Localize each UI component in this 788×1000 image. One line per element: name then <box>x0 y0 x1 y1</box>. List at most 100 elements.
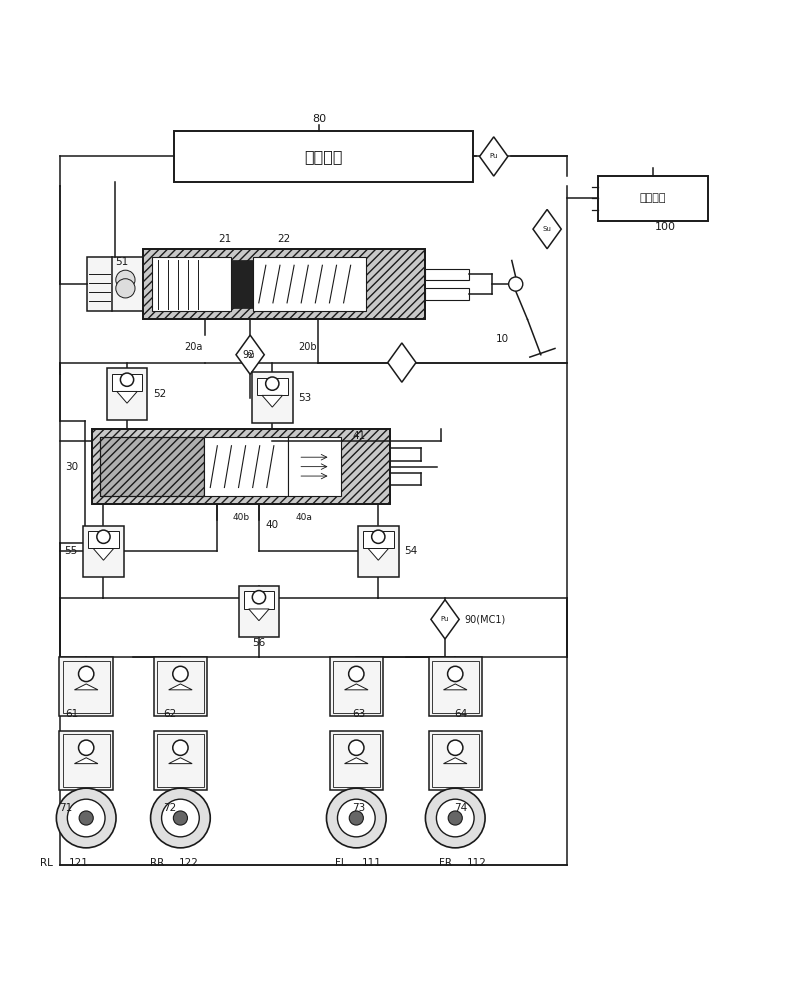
Text: 55: 55 <box>65 546 77 556</box>
Text: Pu: Pu <box>489 153 498 159</box>
Bar <box>154 657 207 716</box>
Bar <box>598 176 708 221</box>
Bar <box>87 257 143 311</box>
Bar <box>99 437 204 496</box>
Circle shape <box>448 666 463 682</box>
Bar <box>204 437 288 496</box>
Text: 22: 22 <box>277 234 291 244</box>
Bar <box>143 249 426 319</box>
Polygon shape <box>74 684 98 690</box>
Bar <box>232 260 252 308</box>
Circle shape <box>349 811 363 825</box>
Bar <box>426 269 469 280</box>
Text: 72: 72 <box>164 803 177 813</box>
Polygon shape <box>117 391 137 403</box>
Bar <box>429 731 482 790</box>
Polygon shape <box>93 548 113 560</box>
Text: 53: 53 <box>298 393 311 403</box>
Bar <box>154 731 207 790</box>
Text: 111: 111 <box>362 858 382 868</box>
Text: 40a: 40a <box>296 513 312 522</box>
Text: 10: 10 <box>496 334 509 344</box>
Text: 90(MC1): 90(MC1) <box>465 614 506 624</box>
Polygon shape <box>169 758 192 764</box>
Polygon shape <box>236 335 264 374</box>
Bar <box>429 657 482 716</box>
Text: 92: 92 <box>243 350 255 360</box>
Circle shape <box>173 666 188 682</box>
Text: 73: 73 <box>352 803 366 813</box>
Circle shape <box>372 530 385 543</box>
Text: Su: Su <box>543 226 552 232</box>
Text: FR: FR <box>439 858 452 868</box>
Bar <box>106 368 147 420</box>
Polygon shape <box>344 758 368 764</box>
Text: 62: 62 <box>164 709 177 719</box>
Circle shape <box>326 788 386 848</box>
Bar <box>91 429 390 504</box>
Circle shape <box>121 373 134 386</box>
Polygon shape <box>344 684 368 690</box>
Bar <box>143 249 426 319</box>
Text: 40: 40 <box>266 520 279 530</box>
Text: 100: 100 <box>654 222 675 232</box>
Circle shape <box>448 811 463 825</box>
Circle shape <box>67 799 105 837</box>
Text: 52: 52 <box>153 389 166 399</box>
Text: 30: 30 <box>65 462 78 472</box>
Polygon shape <box>444 684 467 690</box>
Text: 122: 122 <box>178 858 199 868</box>
Circle shape <box>79 740 94 755</box>
Bar <box>243 591 274 609</box>
Polygon shape <box>480 137 507 176</box>
Text: FL: FL <box>335 858 347 868</box>
Circle shape <box>337 799 375 837</box>
Text: 控制单元: 控制单元 <box>640 193 667 203</box>
Text: 41: 41 <box>352 431 366 441</box>
Bar <box>363 531 394 548</box>
Bar <box>257 378 288 395</box>
Circle shape <box>116 279 135 298</box>
Text: 112: 112 <box>466 858 486 868</box>
Bar <box>252 257 366 311</box>
Polygon shape <box>444 758 467 764</box>
Bar <box>329 657 383 716</box>
Text: 40b: 40b <box>232 513 250 522</box>
Bar <box>174 131 473 182</box>
Text: 20b: 20b <box>299 342 317 352</box>
Circle shape <box>508 277 522 291</box>
Bar <box>112 374 143 391</box>
Circle shape <box>448 740 463 755</box>
Bar <box>252 372 292 423</box>
Bar <box>88 531 119 548</box>
Bar <box>329 731 383 790</box>
Circle shape <box>97 530 110 543</box>
Bar <box>426 288 469 300</box>
Bar <box>358 526 399 577</box>
Circle shape <box>79 811 93 825</box>
Polygon shape <box>533 209 561 249</box>
Text: 121: 121 <box>69 858 88 868</box>
Circle shape <box>173 811 188 825</box>
Bar <box>432 661 479 713</box>
Text: Pu: Pu <box>440 616 449 622</box>
Circle shape <box>437 799 474 837</box>
Polygon shape <box>249 609 269 621</box>
Circle shape <box>266 377 279 390</box>
Bar <box>60 731 113 790</box>
Bar <box>239 586 280 637</box>
Text: 80: 80 <box>312 114 326 124</box>
Text: 74: 74 <box>454 803 467 813</box>
Bar <box>91 429 390 504</box>
Bar <box>333 661 380 713</box>
Bar <box>60 657 113 716</box>
Circle shape <box>79 666 94 682</box>
Text: RR: RR <box>150 858 164 868</box>
Circle shape <box>116 270 135 289</box>
Circle shape <box>348 666 364 682</box>
Text: 21: 21 <box>218 234 232 244</box>
Text: Pu: Pu <box>246 352 255 358</box>
Text: 71: 71 <box>59 803 72 813</box>
Circle shape <box>173 740 188 755</box>
Circle shape <box>162 799 199 837</box>
